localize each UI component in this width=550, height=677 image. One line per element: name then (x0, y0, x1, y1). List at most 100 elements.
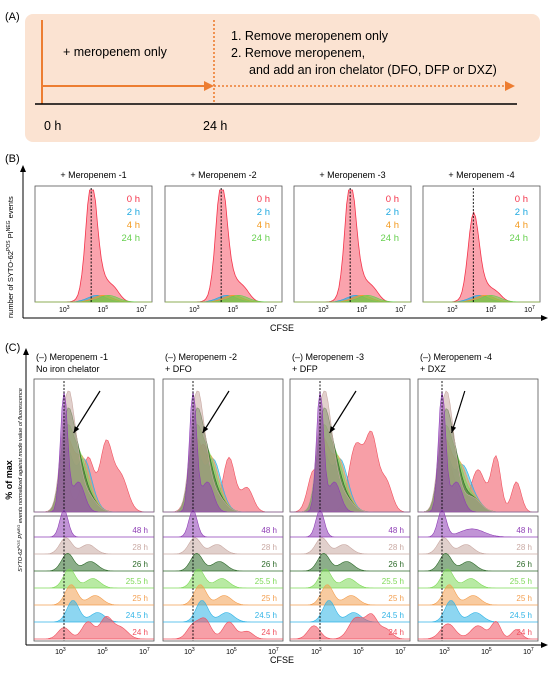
stack-label-6-4: 24 h (516, 628, 532, 637)
t0-label: 0 h (44, 119, 61, 133)
tick-exp: 7 (403, 305, 406, 311)
stack-label-6-1: 24 h (132, 628, 148, 637)
legend-3-3: 24 h (381, 233, 400, 244)
tick-base: 10 (357, 307, 365, 314)
panel-b-tick-3-1: 105 (357, 305, 368, 314)
panel-c-tick-4-1: 105 (481, 647, 492, 656)
step2-label: 2. Remove meropenem, (231, 46, 365, 60)
legend-2-4: 4 h (515, 220, 528, 231)
legend-0-4: 0 h (515, 194, 528, 205)
panel-c-tick-1-2: 107 (139, 647, 150, 656)
arrow-1 (73, 390, 101, 434)
series-24h-4 (423, 294, 540, 303)
panel-c-ylabel: % of max (4, 460, 14, 500)
step1-label: 1. Remove meropenem only (231, 29, 389, 43)
tick-base: 10 (268, 649, 276, 656)
tick-base: 10 (439, 649, 447, 656)
tick-base: 10 (318, 307, 326, 314)
tick-base: 10 (486, 307, 494, 314)
panel-b-label: (B) (5, 153, 20, 165)
arrow-2 (202, 390, 230, 434)
stack-label-5-2: 24.5 h (255, 611, 277, 620)
panel-c-y-arrow (23, 348, 29, 355)
panel-b-tick-4-1: 105 (486, 305, 497, 314)
legend-3-1: 24 h (122, 233, 141, 244)
stack-label-4-4: 25 h (516, 594, 532, 603)
panel-b-tick-4-0: 103 (447, 305, 458, 314)
panel-b-plot-3 (293, 185, 412, 303)
arrow-3 (329, 390, 357, 434)
panel-b-xlabel: CFSE (270, 323, 294, 333)
tick-base: 10 (523, 649, 531, 656)
panel-c-tick-3-1: 105 (353, 647, 364, 656)
stack-label-5-4: 24.5 h (510, 611, 532, 620)
stack-label-4-3: 25 h (388, 594, 404, 603)
panel-c-title-3: (–) Meropenem -3 (292, 352, 364, 362)
phase2-arrowhead (505, 81, 515, 91)
stack-24h-4 (418, 620, 538, 640)
tick-base: 10 (189, 307, 197, 314)
tick-exp: 3 (447, 647, 450, 653)
tick-base: 10 (481, 649, 489, 656)
panel-c: (C) % of max SYTO-62POS PINEG events nor… (4, 342, 548, 665)
legend-1-4: 2 h (515, 207, 528, 218)
panel-c-tick-2-2: 107 (268, 647, 279, 656)
tick-exp: 3 (455, 305, 458, 311)
panel-c-subtitle-4: + DXZ (420, 364, 446, 374)
panel-b-tick-4-2: 107 (524, 305, 535, 314)
tick-base: 10 (395, 307, 403, 314)
stack-label-1-4: 28 h (516, 543, 532, 552)
tick-base: 10 (311, 649, 319, 656)
panel-b-tick-3-2: 107 (395, 305, 406, 314)
panel-b-y-arrow (20, 165, 26, 172)
tick-base: 10 (266, 307, 274, 314)
legend-1-1: 2 h (127, 207, 140, 218)
series-24h-3 (294, 294, 411, 303)
tick-exp: 7 (276, 647, 279, 653)
tick-exp: 5 (361, 647, 364, 653)
tick-base: 10 (98, 307, 106, 314)
series-24h-1 (35, 294, 152, 303)
legend-2-1: 4 h (127, 220, 140, 231)
stack-label-3-4: 25.5 h (510, 577, 532, 586)
phase1-arrowhead (204, 81, 214, 91)
stack-label-5-3: 24.5 h (382, 611, 404, 620)
tick-exp: 5 (105, 647, 108, 653)
panel-c-tick-1-1: 105 (97, 647, 108, 656)
tick-exp: 7 (531, 647, 534, 653)
panel-b-title-4: + Meropenem -4 (448, 170, 514, 180)
panel-a-label: (A) (5, 11, 20, 23)
tick-exp: 7 (274, 305, 277, 311)
legend-0-2: 0 h (257, 194, 270, 205)
stack-label-2-1: 26 h (132, 560, 148, 569)
tick-exp: 3 (197, 305, 200, 311)
panel-b: (B) number of SYTO-62POS PINEG events CF… (5, 153, 548, 333)
overlay-48h-4 (418, 390, 538, 513)
legend-1-3: 2 h (386, 207, 399, 218)
stack-label-1-1: 28 h (132, 543, 148, 552)
panel-c-x-arrow (541, 642, 548, 648)
panel-c-label: (C) (5, 342, 20, 354)
tick-exp: 3 (67, 305, 70, 311)
legend-3-2: 24 h (252, 233, 271, 244)
panel-c-xlabel: CFSE (270, 655, 294, 665)
tick-base: 10 (55, 649, 63, 656)
tick-exp: 5 (489, 647, 492, 653)
stack-label-3-2: 25.5 h (255, 577, 277, 586)
panel-b-x-arrow (541, 315, 548, 321)
arrow-4 (451, 390, 466, 434)
stack-label-3-1: 25.5 h (126, 577, 148, 586)
arrowhead-4 (450, 426, 457, 433)
phase1-label: + meropenem only (63, 45, 168, 59)
panel-b-tick-2-0: 103 (189, 305, 200, 314)
stack-label-4-2: 25 h (261, 594, 277, 603)
stack-label-3-3: 25.5 h (382, 577, 404, 586)
stack-label-0-2: 48 h (261, 526, 277, 535)
series-24h-2 (165, 294, 282, 303)
stack-label-2-3: 26 h (388, 560, 404, 569)
tick-base: 10 (136, 307, 144, 314)
legend-0-3: 0 h (386, 194, 399, 205)
legend-2-3: 4 h (386, 220, 399, 231)
tick-exp: 7 (147, 647, 150, 653)
